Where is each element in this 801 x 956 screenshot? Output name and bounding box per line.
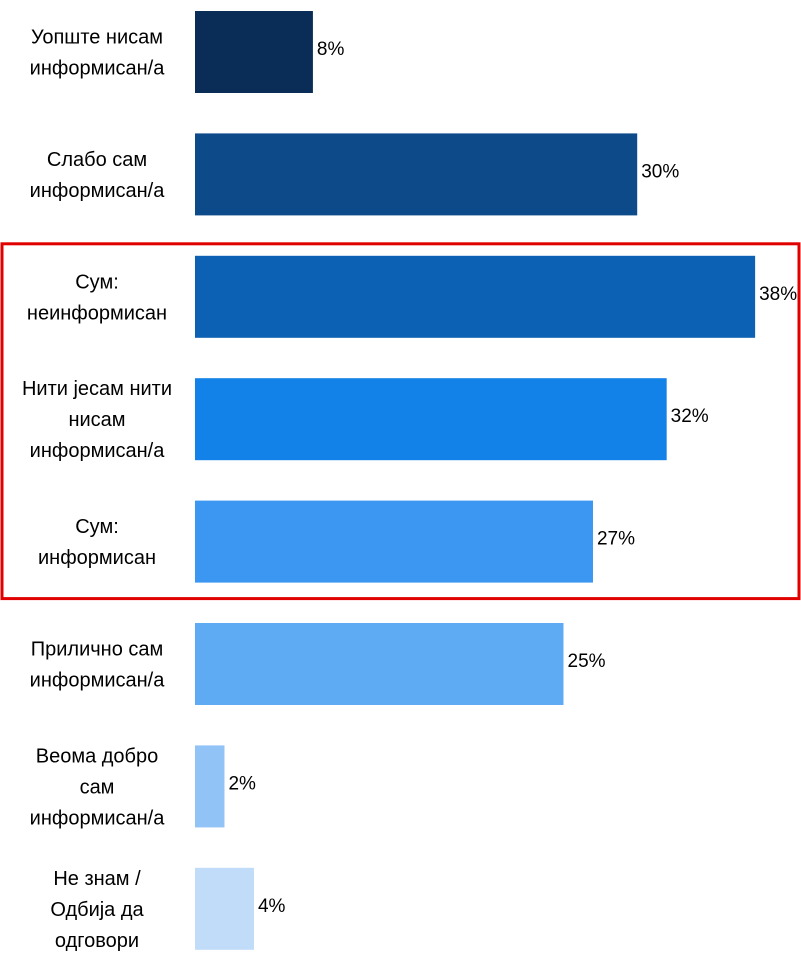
category-label-0: Уопште нисам информисан/а — [30, 27, 166, 80]
bar-0 — [195, 11, 313, 93]
category-label-3: Нити јесам нити нисам информисан/а — [22, 378, 172, 462]
bar-4 — [195, 500, 593, 583]
category-label-7: Не знам / Одбија да одговори — [50, 868, 144, 952]
category-label-5: Прилично сам информисан/а — [30, 639, 166, 692]
value-label-4: 27% — [597, 529, 635, 550]
bar-3 — [195, 378, 667, 461]
bar-7 — [195, 867, 254, 950]
value-label-7: 4% — [258, 896, 286, 917]
value-label-0: 8% — [317, 39, 345, 60]
value-label-3: 32% — [671, 406, 709, 427]
bar-5 — [195, 623, 564, 705]
bar-6 — [195, 745, 225, 828]
highlight-box — [0, 242, 801, 601]
category-label-6: Веома добро сам информисан/а — [30, 745, 166, 829]
category-label-2: Сум: неинформисан — [27, 271, 167, 324]
bar-2 — [195, 255, 756, 338]
bar-1 — [195, 133, 638, 216]
value-label-5: 25% — [568, 651, 606, 672]
category-label-4: Сум: информисан — [38, 516, 156, 569]
category-label-1: Слабо сам информисан/а — [30, 149, 166, 202]
value-label-1: 30% — [641, 161, 679, 182]
value-label-2: 38% — [759, 284, 797, 305]
value-label-6: 2% — [228, 773, 256, 794]
